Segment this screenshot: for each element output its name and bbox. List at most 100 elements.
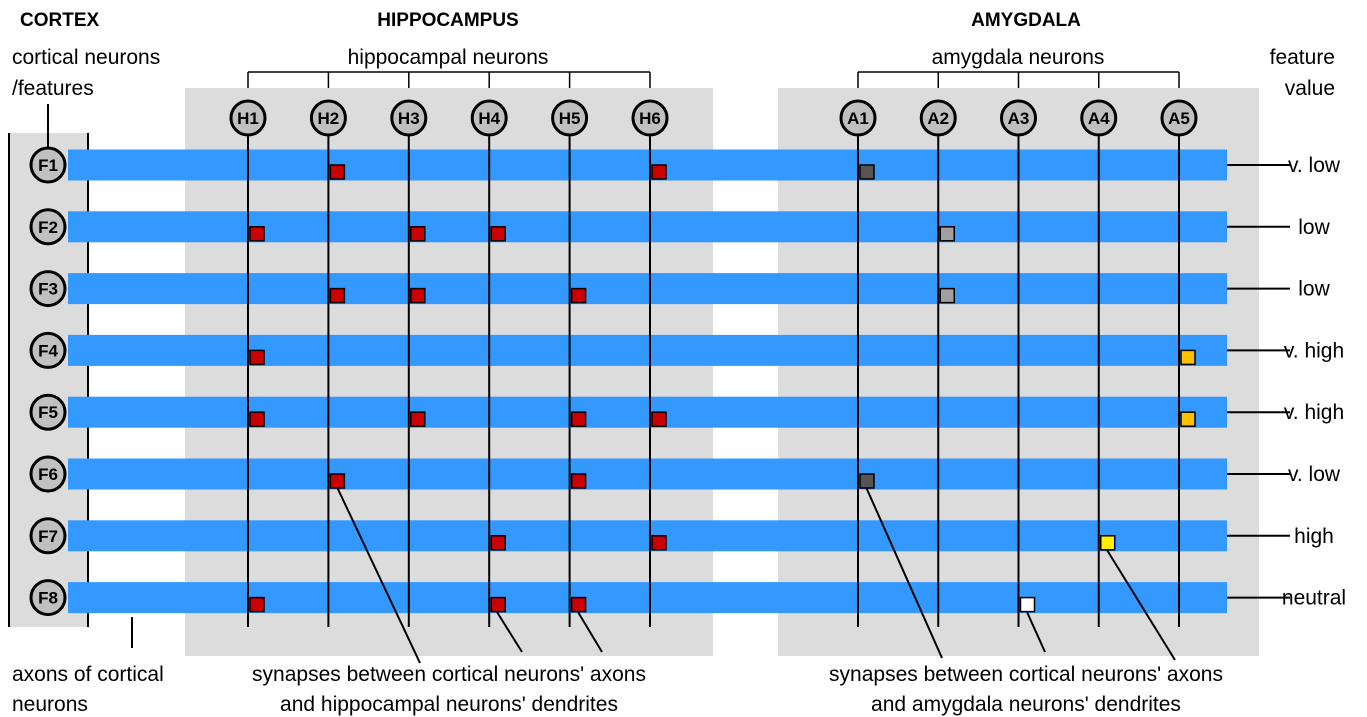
feature-node-label: F6 xyxy=(38,465,58,484)
axon-bar-f2 xyxy=(68,211,1227,243)
hippo-synapse-label-1: synapses between cortical neurons' axons xyxy=(252,663,646,686)
amyg-synapse-f5-a5 xyxy=(1180,411,1196,427)
feature-node-label: F2 xyxy=(38,218,58,237)
hippo-synapse-f6-h5 xyxy=(570,473,587,489)
synapses xyxy=(249,164,1196,613)
axon-bar-f3 xyxy=(68,273,1227,305)
feature-node-label: F7 xyxy=(38,527,58,546)
neuron-group-brackets xyxy=(247,71,1180,88)
feature-node-label: F8 xyxy=(38,589,58,608)
amygdala-header: AMYGDALA xyxy=(971,10,1081,31)
feature-node-circle xyxy=(29,270,67,308)
hippo-synapse-f6-h2 xyxy=(329,473,346,489)
amyg-synapse-f7-a4 xyxy=(1100,535,1116,551)
feature-value-label-2: value xyxy=(1285,77,1335,100)
amyg-synapse-f3-a2 xyxy=(939,287,955,304)
pointer-amyg-3 xyxy=(1106,549,1176,661)
hippo-node-label: H4 xyxy=(478,109,500,128)
feature-node-circle xyxy=(29,579,67,617)
hippo-node-h2: H2 xyxy=(309,99,347,137)
amyg-node-label: A3 xyxy=(1008,109,1030,128)
hippo-node-h4: H4 xyxy=(470,99,508,137)
hippo-synapse-f3-h2 xyxy=(329,287,346,304)
feature-value-f6: v. low xyxy=(1288,463,1341,486)
hippo-node-label: H6 xyxy=(639,109,661,128)
feature-value-f3: low xyxy=(1298,278,1330,301)
pointer-hippo-1 xyxy=(336,486,421,664)
feature-value-f2: low xyxy=(1298,216,1330,239)
pointer-amyg-1 xyxy=(865,486,943,659)
amyg-synapse-f1-a1 xyxy=(859,164,875,180)
hippo-node-h3: H3 xyxy=(390,99,428,137)
amyg-node-circle xyxy=(1080,99,1118,137)
cortical-features-label: /features xyxy=(12,77,94,100)
hippo-node-circle xyxy=(390,99,428,137)
feature-node-f2: F2 xyxy=(29,208,67,246)
feature-value-label-1: feature xyxy=(1270,46,1335,69)
feature-node-label: F5 xyxy=(38,403,58,422)
amyg-node-a4: A4 xyxy=(1080,99,1118,137)
hippocampus-panel xyxy=(185,88,713,656)
feature-node-f3: F3 xyxy=(29,270,67,308)
amyg-node-label: A5 xyxy=(1168,109,1190,128)
axons-label-2: neurons xyxy=(12,693,88,716)
hippo-node-h5: H5 xyxy=(551,99,589,137)
hippo-synapse-f2-h1 xyxy=(249,226,265,242)
feature-value-f1: v. low xyxy=(1288,154,1341,177)
feature-node-circle xyxy=(29,517,67,555)
annotation-pointers xyxy=(131,486,1176,664)
hippo-node-circle xyxy=(470,99,508,137)
feature-value-f4: v. high xyxy=(1284,339,1344,362)
amyg-synapse-label-2: and amygdala neurons' dendrites xyxy=(871,693,1181,716)
feature-node-circle xyxy=(29,455,67,493)
cortex-header: CORTEX xyxy=(20,10,100,31)
feature-value-f7: high xyxy=(1294,525,1334,548)
axon-bar-f6 xyxy=(68,458,1227,490)
amyg-node-circle xyxy=(839,99,877,137)
axon-bar-f5 xyxy=(68,396,1227,428)
hippo-synapse-f5-h5 xyxy=(570,411,587,427)
amyg-node-label: A1 xyxy=(847,109,869,128)
axons-label-1: axons of cortical xyxy=(12,663,164,686)
amyg-node-label: A4 xyxy=(1088,109,1110,128)
amyg-synapse-f8-a3 xyxy=(1019,596,1036,613)
hippo-synapse-f7-h6 xyxy=(651,535,667,551)
feature-node-circle xyxy=(29,393,67,431)
hippo-synapse-f1-h6 xyxy=(651,164,667,180)
pointer-hippo-2 xyxy=(496,611,523,653)
feature-node-circle xyxy=(29,331,67,369)
feature-node-label: F3 xyxy=(38,280,58,299)
feature-node-f4: F4 xyxy=(29,331,67,369)
hippo-synapse-f4-h1 xyxy=(249,349,265,366)
axon-bar-f8 xyxy=(68,582,1227,614)
hippo-node-circle xyxy=(551,99,589,137)
hippo-node-label: H5 xyxy=(559,109,581,128)
hippocampus-header: HIPPOCAMPUS xyxy=(377,10,518,31)
hippo-synapse-f7-h4 xyxy=(490,535,506,551)
feature-node-f8: F8 xyxy=(29,579,67,617)
hippo-synapse-f2-h4 xyxy=(490,226,506,242)
feature-values: v. low low low v. high v. high v. low high neut… xyxy=(1227,154,1346,610)
hippo-synapse-f5-h3 xyxy=(410,411,426,427)
hippo-synapse-f2-h3 xyxy=(410,226,426,242)
hippocampal-neurons-label: hippocampal neurons xyxy=(348,46,549,69)
amyg-node-circle xyxy=(1000,99,1037,137)
hippo-node-label: H3 xyxy=(398,109,420,128)
dendrite-lines xyxy=(247,135,1180,627)
amyg-node-a2: A2 xyxy=(919,99,957,137)
axon-bar-f4 xyxy=(68,334,1227,366)
hippo-synapse-f5-h6 xyxy=(651,411,667,427)
hippo-synapse-label-2: and hippocampal neurons' dendrites xyxy=(280,693,618,716)
hippo-synapse-f3-h5 xyxy=(570,287,587,304)
neuron-nodes: F1 F2 F3 F4 F5 F6 F7 F8 H1 H2 H3 H4 H5 H6 A1 A2 A3 A4 A5 xyxy=(29,99,1198,617)
axon-bar-f7 xyxy=(68,520,1227,552)
feature-value-f8: neutral xyxy=(1282,587,1346,610)
pointer-hippo-3 xyxy=(577,611,603,653)
amyg-node-circle xyxy=(1160,99,1198,137)
hippo-node-label: H1 xyxy=(237,109,259,128)
hippo-synapse-f1-h2 xyxy=(329,164,346,180)
amyg-synapse-label-1: synapses between cortical neurons' axons xyxy=(829,663,1223,686)
hippo-node-circle xyxy=(229,99,267,137)
